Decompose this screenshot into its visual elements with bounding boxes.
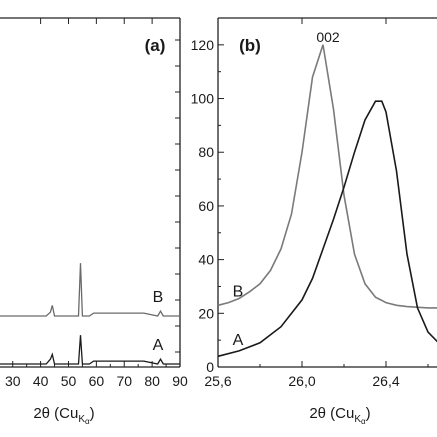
x-tick-label: 25,6 (204, 373, 231, 389)
x-tick-label: 30 (5, 373, 21, 389)
series-label-A: A (153, 337, 164, 354)
series-line-A (0, 335, 180, 365)
panel-label-a: (a) (145, 36, 166, 55)
series-line-B (0, 263, 180, 317)
x-tick-label: 26,0 (288, 373, 315, 389)
y-tick-label: 60 (198, 198, 214, 214)
x-tick-label: 70 (116, 373, 132, 389)
series-label-B: B (233, 284, 244, 301)
x-tick-label: 80 (144, 373, 160, 389)
x-tick-label: 40 (33, 373, 49, 389)
x-tick-label: 90 (172, 373, 188, 389)
x-tick-label: 60 (89, 373, 105, 389)
series-line-B (217, 44, 437, 309)
y-tick-label: 100 (191, 91, 215, 107)
series-line-A (217, 100, 437, 358)
panel-label-b: (b) (239, 36, 261, 55)
y-tick-label: 20 (198, 305, 214, 321)
x-axis-title-a: 2θ (CuKα) (33, 405, 94, 426)
x-tick-label: 26,4 (372, 373, 399, 389)
y-tick-label: 80 (198, 144, 214, 160)
y-tick-label: 120 (191, 37, 215, 53)
y-tick-label: 40 (198, 252, 214, 268)
series-label-A: A (233, 332, 244, 349)
y-tick-label: 0 (206, 359, 214, 375)
x-axis-title-b: 2θ (CuKα) (309, 405, 370, 426)
series-label-B: B (153, 289, 164, 306)
peak-annotation: 002 (316, 29, 340, 45)
panel-a: 40 50 60 70 80 90 30 B A (a) 2θ (CuKα) (0, 17, 188, 426)
x-tick-label: 50 (61, 373, 77, 389)
